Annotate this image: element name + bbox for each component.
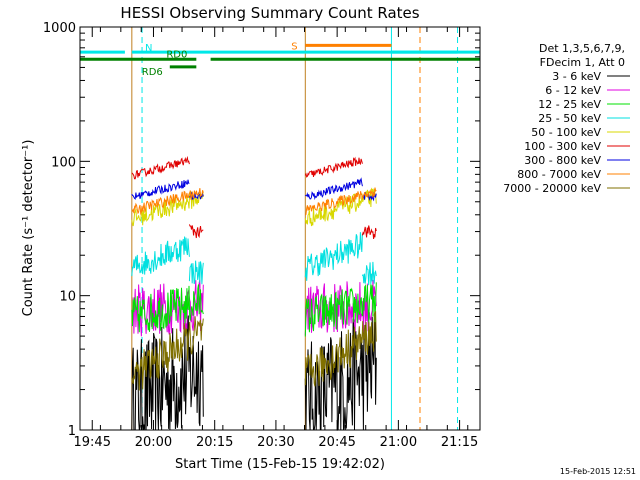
series-line xyxy=(131,155,190,180)
flag-label: S xyxy=(291,41,297,52)
x-tick-label: 20:00 xyxy=(135,435,172,450)
series-line xyxy=(131,179,190,200)
series-line xyxy=(131,284,204,333)
x-tick-label: 21:00 xyxy=(380,435,417,450)
series-line xyxy=(304,156,363,178)
series-line xyxy=(188,224,204,239)
y-tick-label: 1 xyxy=(68,424,76,439)
x-tick-label: 20:45 xyxy=(318,435,355,450)
series-line xyxy=(131,236,190,277)
series-line xyxy=(131,188,204,216)
legend-title: Det 1,3,5,6,7,9, xyxy=(539,42,625,55)
series-line xyxy=(304,282,377,337)
series-line xyxy=(361,225,377,239)
series-line xyxy=(131,190,204,227)
x-tick-label: 20:15 xyxy=(196,435,233,450)
x-tick-label: 19:45 xyxy=(74,435,111,450)
y-tick-label: 10 xyxy=(59,290,76,305)
legend-entry-label: 50 - 100 keV xyxy=(531,126,601,139)
y-tick-label: 1000 xyxy=(43,21,76,36)
legend-entry-label: 6 - 12 keV xyxy=(545,84,601,97)
series-line xyxy=(188,260,204,285)
legend-entry-label: 300 - 800 keV xyxy=(524,154,601,167)
flag-label: RD0 xyxy=(166,49,187,60)
legend-entry-label: 12 - 25 keV xyxy=(538,98,601,111)
series-line xyxy=(304,232,363,281)
series-line xyxy=(131,316,204,391)
y-tick-label: 100 xyxy=(51,155,76,170)
series-line xyxy=(305,177,363,201)
series-line xyxy=(131,315,204,431)
chart-title: HESSI Observing Summary Count Rates xyxy=(120,4,419,22)
x-axis-label: Start Time (15-Feb-15 19:42:02) xyxy=(175,457,385,472)
series-line xyxy=(361,261,377,286)
flag-label: N xyxy=(145,43,152,54)
legend-entry-label: 7000 - 20000 keV xyxy=(503,182,601,195)
series-line xyxy=(304,311,377,387)
legend-entry-label: 25 - 50 keV xyxy=(538,112,601,125)
x-tick-label: 21:15 xyxy=(441,435,478,450)
legend: Det 1,3,5,6,7,9,FDecim 1, Att 03 - 6 keV… xyxy=(503,42,630,195)
y-axis: 1 10 100 1000 xyxy=(43,21,480,439)
x-tick-label: 20:30 xyxy=(257,435,294,450)
y-axis-label: Count Rate (s⁻¹ detector⁻¹) xyxy=(21,140,36,317)
x-axis: 19:45 20:00 20:15 20:30 20:45 21:00 21:15 xyxy=(74,27,478,450)
flag-label: RD6 xyxy=(142,67,163,78)
legend-entry-label: 100 - 300 keV xyxy=(524,140,601,153)
legend-title: FDecim 1, Att 0 xyxy=(540,56,625,69)
legend-entry-label: 3 - 6 keV xyxy=(552,70,601,83)
legend-entry-label: 800 - 7000 keV xyxy=(517,168,601,181)
plot-frame xyxy=(79,26,481,431)
footer-date: 15-Feb-2015 12:51 xyxy=(560,467,636,476)
series-line xyxy=(304,187,377,216)
